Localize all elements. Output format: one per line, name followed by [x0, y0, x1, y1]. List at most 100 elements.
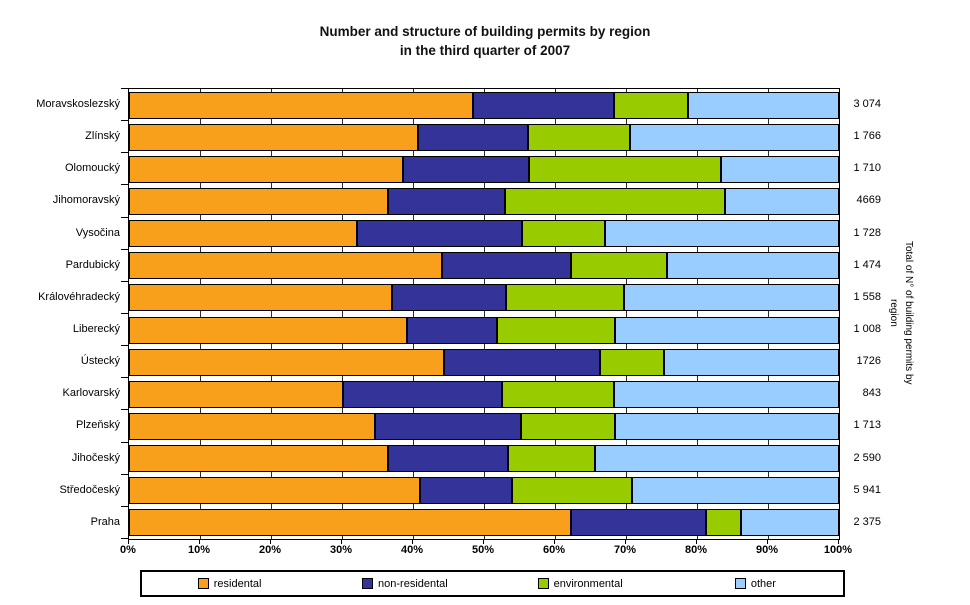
- category-axis-tick: [121, 120, 128, 122]
- right-axis-title-line1: Total of N° of building permits by: [903, 241, 914, 385]
- category-axis-tick: [121, 313, 128, 314]
- bar-segment-other: [631, 477, 839, 505]
- bar-segment-non-residental: [443, 348, 601, 376]
- bar-segment-environmental: [502, 380, 614, 408]
- value-axis-tick: [412, 539, 413, 544]
- chart-title-line1: Number and structure of building permits…: [319, 24, 651, 39]
- legend: residental non-residental environmental oth…: [140, 570, 845, 597]
- bar-segment-environmental: [570, 252, 668, 280]
- bar-row: [129, 413, 839, 440]
- category-axis-tick: [121, 409, 128, 411]
- bar-segment-environmental: [600, 348, 665, 376]
- value-axis-tick: [625, 539, 626, 544]
- bar-segment-other: [595, 445, 839, 473]
- category-label: Plzeňský: [75, 419, 120, 432]
- right-axis-title-line2: region: [888, 299, 899, 327]
- total-value: 4669: [856, 194, 881, 207]
- gridline: [697, 89, 698, 539]
- bar-segment-environmental: [511, 477, 632, 505]
- bar-segment-non-residental: [420, 477, 512, 505]
- legend-item-environmental: environmental: [493, 572, 668, 595]
- gridline: [484, 89, 485, 539]
- category-label: Liberecký: [72, 323, 120, 335]
- value-axis-label: 40%: [400, 544, 424, 556]
- bar-segment-other: [688, 91, 839, 119]
- category-axis-tick: [121, 248, 128, 250]
- bar-segment-non-residental: [571, 509, 706, 537]
- value-axis-tick: [554, 539, 555, 544]
- bar-segment-residental: [129, 220, 357, 248]
- bar-segment-environmental: [613, 91, 689, 119]
- bar-row: [129, 380, 839, 408]
- value-axis-label: 0%: [120, 544, 136, 556]
- category-label: Jihočeský: [71, 451, 120, 464]
- bar-segment-residental: [129, 252, 443, 280]
- bar-segment-other: [613, 380, 839, 408]
- total-value: 1 008: [853, 323, 881, 335]
- bar-segment-non-residental: [388, 188, 506, 215]
- bar-segment-non-residental: [442, 252, 571, 280]
- category-label: Moravskoslezský: [36, 98, 120, 110]
- category-label: Praha: [90, 515, 120, 528]
- total-value: 1 474: [853, 258, 881, 271]
- bar-segment-other: [721, 155, 839, 183]
- bar-segment-non-residental: [388, 445, 509, 473]
- category-axis-tick: [121, 505, 128, 507]
- bar-segment-non-residental: [392, 284, 506, 312]
- value-axis-tick: [838, 539, 839, 544]
- bar-row: [129, 316, 839, 344]
- bar-segment-environmental: [528, 155, 722, 183]
- legend-label: non-residental: [378, 577, 448, 590]
- bar-segment-non-residental: [356, 220, 523, 248]
- bar-segment-non-residental: [375, 413, 521, 440]
- bar-segment-residental: [129, 509, 572, 537]
- category-axis-tick: [121, 216, 128, 218]
- legend-item-non-residental: non-residental: [317, 572, 492, 595]
- bar-row: [129, 477, 839, 505]
- gridline: [271, 89, 272, 539]
- value-axis-tick: [341, 539, 342, 544]
- legend-swatch-other: [734, 578, 746, 589]
- category-axis-tick: [121, 280, 128, 282]
- total-value: 5 941: [853, 483, 881, 496]
- value-axis-label: 50%: [471, 544, 495, 556]
- total-value: 1726: [856, 355, 881, 368]
- bar-segment-environmental: [496, 316, 616, 344]
- total-value: 3 074: [853, 98, 881, 110]
- total-value: 843: [862, 387, 881, 400]
- bar-row: [129, 509, 839, 537]
- gridline: [626, 89, 627, 539]
- bar-row: [129, 155, 839, 183]
- bar-segment-other: [664, 348, 839, 376]
- bar-segment-other: [605, 220, 839, 248]
- bar-segment-residental: [129, 477, 421, 505]
- bar-segment-environmental: [522, 220, 606, 248]
- bar-row: [129, 220, 839, 248]
- value-axis-label: 30%: [329, 544, 353, 556]
- category-axis-tick: [121, 473, 128, 475]
- bar-segment-non-residental: [473, 91, 614, 119]
- value-axis-label: 60%: [542, 544, 566, 556]
- gridline: [342, 89, 343, 539]
- category-label: Vysočina: [75, 226, 120, 239]
- right-axis-title: Total of N° of building permits by regio…: [872, 88, 916, 538]
- bar-segment-environmental: [505, 188, 726, 215]
- category-axis-tick: [121, 152, 128, 154]
- bar-row: [129, 284, 839, 312]
- bar-segment-other: [667, 252, 839, 280]
- bar-segment-residental: [129, 316, 408, 344]
- total-value: 1 710: [853, 162, 881, 175]
- category-label: Středočeský: [59, 483, 120, 496]
- gridline: [555, 89, 556, 539]
- total-value: 2 590: [853, 451, 881, 464]
- bar-segment-non-residental: [342, 380, 503, 408]
- legend-label: residental: [213, 577, 262, 590]
- bar-segment-residental: [129, 413, 376, 440]
- value-axis-tick: [483, 539, 484, 544]
- legend-swatch-non-residental: [362, 578, 374, 589]
- bar-row: [129, 123, 839, 151]
- category-label: Karlovarský: [62, 387, 120, 400]
- bar-segment-environmental: [705, 509, 742, 537]
- value-axis-label: 20%: [258, 544, 282, 556]
- legend-label: environmental: [553, 577, 623, 590]
